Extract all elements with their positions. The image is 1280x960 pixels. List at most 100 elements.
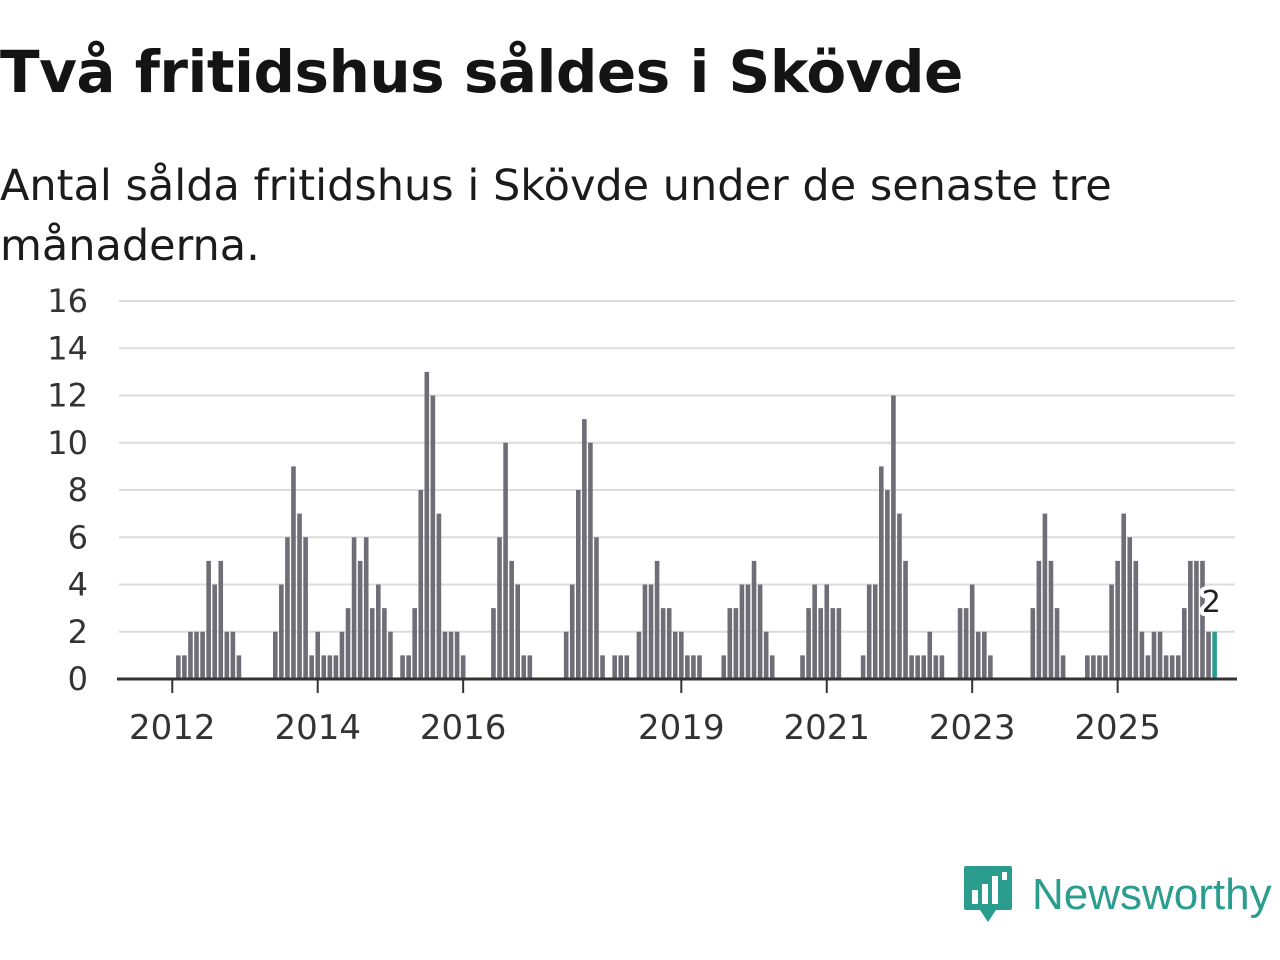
bar-current [1212,631,1217,679]
bar [200,631,205,679]
bar [230,631,236,679]
y-tick-label: 16 [47,282,88,320]
brand-name: Newsworthy [1032,870,1272,919]
bar [351,537,357,679]
bar [339,631,345,679]
bar [454,631,460,679]
bar [345,608,351,679]
x-tick-label: 2016 [420,708,507,748]
y-tick-label: 8 [68,471,88,509]
bar [357,560,363,679]
bar [769,655,775,679]
x-tick-label: 2025 [1074,708,1161,748]
bar [376,584,381,679]
bar [860,655,866,679]
bar [563,631,569,679]
bar [424,371,430,679]
bar [236,655,242,679]
bar [812,584,817,679]
bar [315,631,321,679]
bar [430,395,436,679]
last-value-label: 2 [1202,585,1221,620]
last-value-label-group: 2 [1198,581,1225,624]
bar [915,655,920,679]
bar [515,584,520,679]
bar [382,608,387,679]
x-axis-ticks: 2012 2014 2016 2019 2021 2023 2025 [129,679,1161,748]
bar [988,655,993,679]
bar [412,608,417,679]
bar [1103,655,1108,679]
x-tick-label: 2014 [274,708,361,748]
bar [224,631,230,679]
bar [176,655,181,679]
y-tick-label: 4 [68,566,88,604]
bar [739,584,745,679]
bar [521,655,527,679]
bar [679,631,684,679]
bar [206,560,211,679]
bar [503,442,508,679]
y-tick-label: 14 [47,329,88,367]
bar [1200,560,1205,679]
bar [1042,513,1048,679]
bar [1206,631,1211,679]
bar [1030,608,1036,679]
bar [388,631,393,679]
bar [1133,560,1139,679]
bar [1085,655,1090,679]
bar [1157,631,1163,679]
bar [285,537,290,679]
x-tick-label: 2021 [783,708,870,748]
bar [751,560,757,679]
bar [879,466,884,679]
bar [1188,560,1193,679]
bar [363,537,369,679]
bar [666,608,672,679]
bar [1151,631,1157,679]
bar [303,537,308,679]
x-tick-label: 2012 [129,708,216,748]
bar [933,655,939,679]
bar [1163,655,1169,679]
bar [969,584,975,679]
bar [921,655,927,679]
bar [885,490,890,679]
bar [291,466,296,679]
bar [442,631,448,679]
bar [1169,655,1175,679]
bar [497,537,502,679]
x-tick-label: 2023 [929,708,1016,748]
bar [982,631,987,679]
newsworthy-icon [964,866,1012,922]
bar [824,584,830,679]
bar [218,560,224,679]
bar [582,419,587,679]
bar [800,655,805,679]
bar [660,608,666,679]
bar [763,631,769,679]
bar [212,584,217,679]
bar [194,631,199,679]
bar [1091,655,1096,679]
bar [1054,608,1060,679]
bar [1127,537,1133,679]
bar [297,513,302,679]
bar [1121,513,1126,679]
bar [309,655,314,679]
bar [406,655,411,679]
bar [891,395,896,679]
bar [1109,584,1114,679]
bar [327,655,333,679]
bar [624,655,630,679]
bar [685,655,690,679]
bar [836,608,842,679]
bar [697,655,702,679]
x-tick-label: 2019 [638,708,725,748]
bar [909,655,914,679]
y-tick-label: 10 [47,424,88,462]
bar [576,490,581,679]
bar [460,655,466,679]
bar [733,608,739,679]
bar [491,608,496,679]
